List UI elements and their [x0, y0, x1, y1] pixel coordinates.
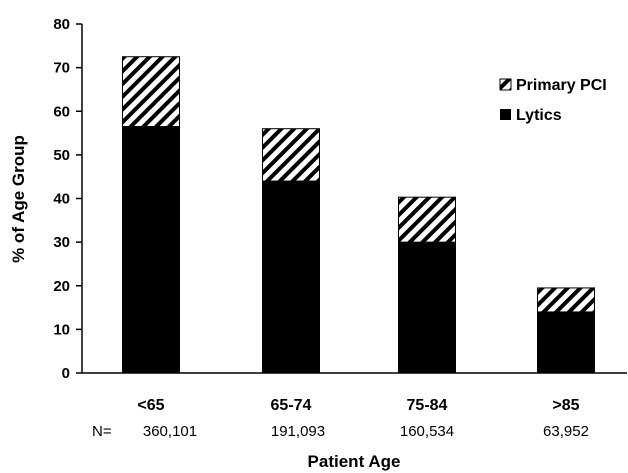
- y-tick-label: 0: [62, 365, 70, 382]
- y-tick-label: 20: [53, 278, 70, 295]
- legend: Primary PCI Lytics: [499, 77, 607, 124]
- x-labels-group: <65 65-74 75-84 >85 N= 360,101 191,093 160,534 6…: [92, 397, 589, 440]
- y-tick-label: 80: [53, 16, 70, 33]
- bars-group: [122, 56, 595, 374]
- sample-size-prefix: N=: [92, 423, 112, 440]
- legend-swatch-primary-pci: [499, 78, 512, 91]
- y-tick-label: 10: [53, 321, 70, 338]
- bar-segment-primary-pci: [122, 56, 180, 128]
- y-axis-title: % of Age Group: [9, 135, 28, 263]
- x-category-label: 75-84: [407, 397, 448, 414]
- y-tick-label: 50: [53, 147, 70, 164]
- bar-segment-primary-pci: [398, 196, 456, 243]
- sample-size-label: 63,952: [543, 423, 589, 440]
- sample-size-label: 360,101: [143, 423, 197, 440]
- y-ticks-group: 0 10 20 30 40 50 60 70 80: [53, 16, 82, 382]
- x-category-label: >85: [552, 397, 579, 414]
- sample-size-label: 191,093: [271, 423, 325, 440]
- legend-label-primary-pci: Primary PCI: [516, 77, 607, 94]
- y-tick-label: 70: [53, 60, 70, 77]
- y-tick-label: 30: [53, 234, 70, 251]
- bar-segment-primary-pci: [537, 287, 595, 313]
- y-tick-label: 40: [53, 191, 70, 208]
- legend-swatch-lytics: [500, 109, 511, 120]
- bar-segment-lytics: [398, 241, 456, 374]
- x-category-label: 65-74: [271, 397, 312, 414]
- x-axis-title: Patient Age: [308, 452, 401, 471]
- bar-segment-lytics: [122, 126, 180, 374]
- sample-size-label: 160,534: [400, 423, 454, 440]
- x-category-label: <65: [137, 397, 164, 414]
- bar-segment-primary-pci: [262, 128, 320, 182]
- bar-segment-lytics: [262, 180, 320, 374]
- legend-label-lytics: Lytics: [516, 107, 562, 124]
- bar-segment-lytics: [537, 311, 595, 374]
- y-tick-label: 60: [53, 103, 70, 120]
